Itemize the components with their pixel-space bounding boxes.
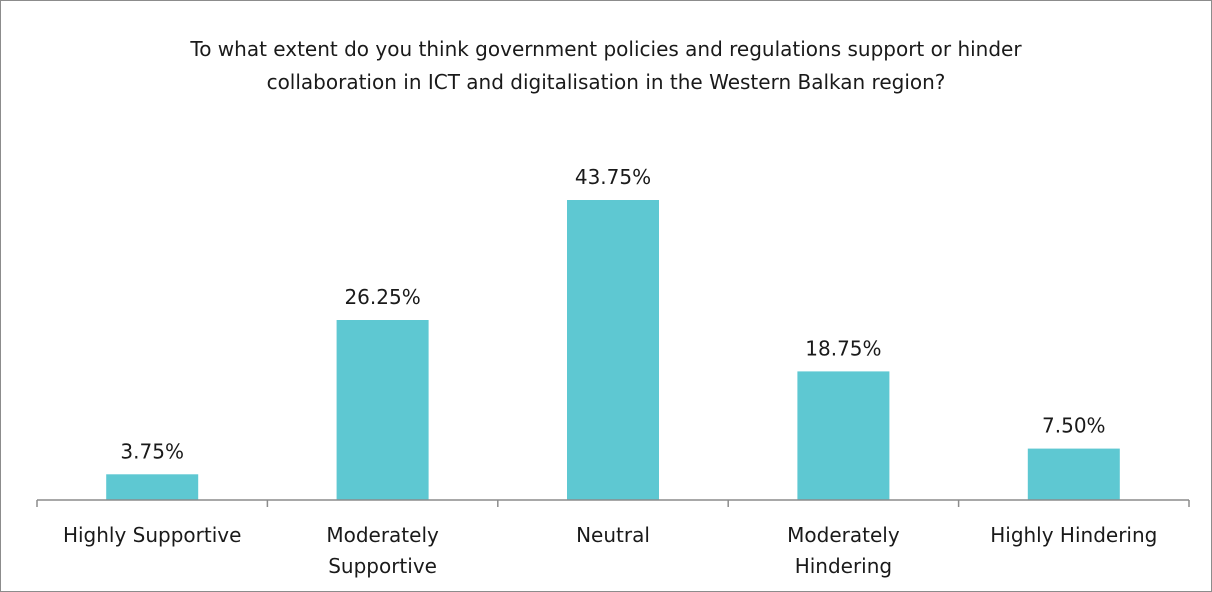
category-label-1: Moderately Supportive <box>326 523 439 578</box>
category-label-3: Moderately Hindering <box>787 523 900 578</box>
category-label-2: Neutral <box>576 523 650 547</box>
bar-4 <box>1027 448 1120 500</box>
category-labels-group: Highly Supportive Moderately Supportive Neu… <box>63 523 1157 578</box>
data-label-2: 43.75% <box>575 165 651 189</box>
data-label-3: 18.75% <box>805 336 881 360</box>
category-label-4: Highly Hindering <box>990 523 1157 547</box>
data-label-4: 7.50% <box>1042 414 1106 438</box>
bar-1 <box>336 320 429 500</box>
bar-3 <box>797 371 890 500</box>
x-axis <box>36 499 1190 507</box>
data-label-0: 3.75% <box>120 439 184 463</box>
category-label-0: Highly Supportive <box>63 523 241 547</box>
chart-title: To what extent do you think government p… <box>190 37 1022 94</box>
bar-0 <box>106 474 199 500</box>
bar-2 <box>567 200 659 500</box>
bars-group <box>106 200 1120 500</box>
data-labels-group: 3.75% 26.25% 43.75% 18.75% 7.50% <box>120 165 1105 463</box>
data-label-1: 26.25% <box>344 285 420 309</box>
